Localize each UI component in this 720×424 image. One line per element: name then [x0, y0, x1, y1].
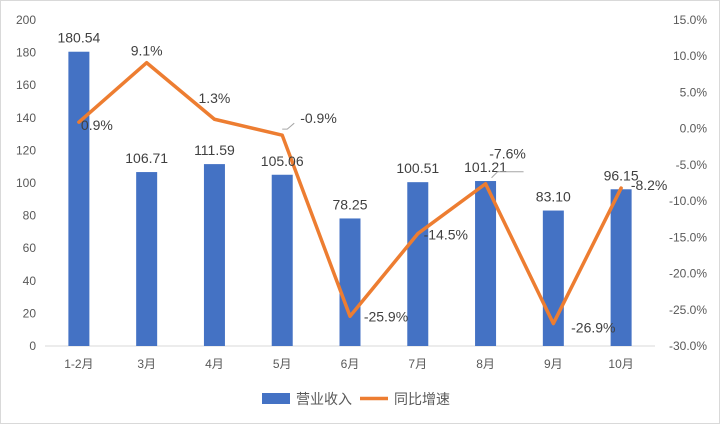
x-tick-label: 5月 [273, 357, 292, 371]
line-value-label: -26.9% [571, 320, 615, 336]
y-left-tick-label: 20 [23, 306, 37, 320]
label-leader-line [282, 122, 295, 130]
y-right-tick-label: 0.0% [680, 122, 708, 136]
bar [407, 182, 429, 346]
bar [610, 189, 632, 346]
y-right-tick-label: 5.0% [680, 85, 708, 99]
y-left-tick-label: 140 [16, 111, 36, 125]
y-right-tick-label: -30.0% [669, 339, 707, 353]
y-right-tick-label: 10.0% [673, 49, 707, 63]
y-right-tick-label: -10.0% [669, 194, 707, 208]
line-point [348, 314, 352, 318]
legend-bar-swatch [262, 393, 290, 404]
bar [203, 164, 225, 346]
data-labels: 180.54 106.71 111.59 105.06 78.25 100.51 101.2… [57, 30, 667, 336]
bar-value-label: 96.15 [604, 167, 639, 183]
y-left-tick-label: 180 [16, 46, 36, 60]
line-value-label: 9.1% [131, 43, 163, 59]
y-right-tick-label: -20.0% [669, 267, 707, 281]
y-right-tick-label: -15.0% [669, 230, 707, 244]
y-left-tick-label: 40 [23, 274, 37, 288]
y-left-tick-label: 0 [29, 339, 36, 353]
bar-value-label: 180.54 [57, 30, 100, 46]
bar [136, 172, 158, 346]
x-tick-label: 6月 [341, 357, 360, 371]
line-point [416, 232, 420, 236]
y-right-tick-label: -5.0% [676, 158, 708, 172]
bar-value-label: 101.21 [464, 159, 507, 175]
bar-value-label: 111.59 [194, 142, 235, 158]
line-value-label: -7.6% [489, 146, 526, 162]
label-leader-line [491, 171, 524, 179]
legend-bar-label: 营业收入 [296, 391, 352, 407]
line-point [484, 182, 488, 186]
bar-value-label: 100.51 [396, 160, 439, 176]
line-point [212, 117, 216, 121]
y-left-tick-label: 80 [23, 209, 37, 223]
line-value-label: 0.9% [81, 117, 113, 133]
bar-series [68, 51, 632, 347]
y-left-tick-label: 160 [16, 78, 36, 92]
line-value-label: -14.5% [424, 227, 468, 243]
x-tick-label: 7月 [408, 357, 427, 371]
y-right-tick-label: 15.0% [673, 13, 707, 27]
x-tick-label: 9月 [544, 357, 563, 371]
bar [542, 210, 564, 346]
line-point [280, 133, 284, 137]
x-tick-label: 1-2月 [64, 357, 93, 371]
axes: 0 20 40 60 80 100 120 140 160 180 200 -30.0% -25.0% -… [16, 13, 707, 371]
bar [68, 51, 90, 347]
line-value-label: 1.3% [198, 90, 230, 106]
x-tick-label: 10月 [608, 357, 633, 371]
y-right-tick-label: -25.0% [669, 303, 707, 317]
x-tick-label: 4月 [205, 357, 224, 371]
legend: 营业收入 同比增速 [262, 391, 450, 407]
line-point [77, 120, 81, 124]
x-tick-label: 8月 [476, 357, 495, 371]
y-left-tick-label: 100 [16, 176, 36, 190]
y-left-tick-label: 120 [16, 143, 36, 157]
bar-value-label: 105.06 [261, 153, 304, 169]
bar [475, 181, 497, 346]
bar [339, 218, 361, 346]
line-series [77, 60, 623, 326]
y-left-tick-label: 60 [23, 241, 37, 255]
line-point [551, 322, 555, 326]
legend-line-label: 同比增速 [394, 391, 450, 407]
line-value-label: -0.9% [300, 110, 337, 126]
bar-value-label: 83.10 [536, 189, 571, 205]
bar-value-label: 106.71 [125, 150, 168, 166]
line-point [145, 61, 149, 65]
line-value-label: -8.2% [631, 177, 668, 193]
y-left-tick-label: 200 [16, 13, 36, 27]
bar-value-label: 78.25 [332, 196, 367, 212]
line-value-label: -25.9% [364, 308, 408, 324]
x-tick-label: 3月 [137, 357, 156, 371]
bar [271, 174, 293, 346]
line-point [619, 186, 623, 190]
